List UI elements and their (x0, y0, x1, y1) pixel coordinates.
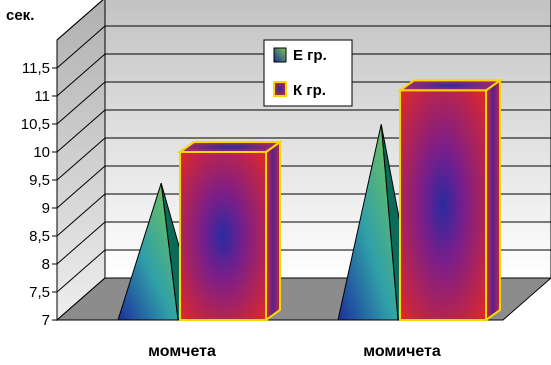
gridline (56, 0, 104, 41)
y-tick-label: 9 (42, 200, 50, 217)
y-tick-label: 8 (42, 256, 50, 273)
y-tick-label: 8,5 (29, 228, 50, 245)
y-tick-label: 7 (42, 312, 50, 329)
y-tick-label: 11,5 (22, 60, 50, 77)
gridline (56, 25, 551, 69)
legend-swatch-e (273, 47, 287, 63)
legend-item-e: Е гр. (273, 47, 327, 64)
bar-box-1 (176, 140, 284, 322)
y-tick-label: 10,5 (21, 116, 50, 133)
legend-item-k: К гр. (273, 81, 326, 99)
y-tick-label: 9,5 (29, 172, 50, 189)
legend: Е гр. К гр. (263, 39, 353, 107)
side-wall (56, 0, 106, 322)
y-tick-label: 10 (33, 144, 50, 161)
y-tick-label: 7,5 (29, 284, 50, 301)
category-label: момичета (363, 343, 441, 360)
chart-marks (117, 78, 504, 322)
y-tick-label: 11 (34, 88, 50, 105)
gridline (56, 81, 551, 125)
legend-label-e: Е гр. (293, 47, 327, 64)
category-label: момчета (148, 343, 216, 360)
legend-label-k: К гр. (293, 82, 326, 99)
category-labels: момчета момичета (148, 343, 441, 360)
y-axis-unit-label: сек. (6, 7, 34, 24)
y-axis-ticks: 7 7,5 8 8,5 9 9,5 10 10,5 11 11,5 (21, 40, 58, 329)
legend-swatch-k (273, 81, 287, 97)
gridline (56, 53, 551, 97)
bar-box-2 (396, 78, 504, 322)
